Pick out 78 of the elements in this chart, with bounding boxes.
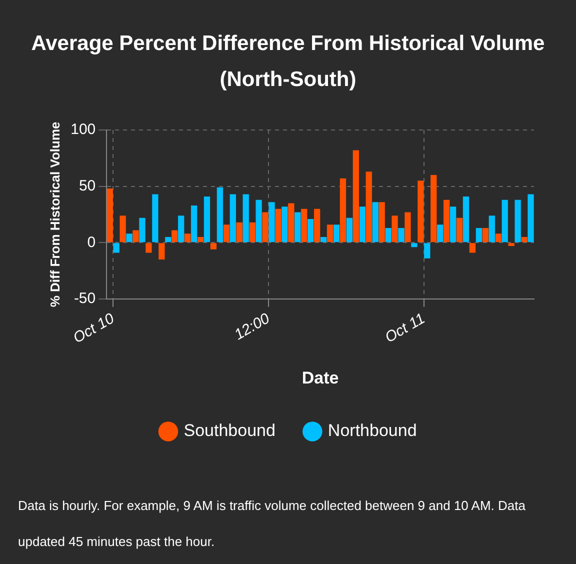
bar [256, 200, 262, 242]
bar [301, 208, 308, 242]
bar [404, 212, 411, 242]
y-axis-title: % Diff From Historical Volume [47, 122, 62, 308]
bar [346, 218, 353, 242]
bar [444, 200, 450, 242]
bar [528, 194, 534, 242]
bar [508, 243, 514, 246]
x-tick-label: Oct 10 [70, 310, 118, 347]
bar [288, 203, 294, 242]
bar [139, 218, 146, 242]
bar [488, 216, 495, 242]
bar [359, 206, 366, 242]
bar [352, 150, 360, 242]
text: Data is hourly. For example, 9 AM is traffic volume collected between 9 and 10 AM. Data updated 45 minutes past the hour. [18, 498, 526, 549]
bar [308, 218, 314, 242]
bar [120, 216, 126, 242]
chart-title: Average Percent Difference From Historical Volume (North-South) [30, 31, 546, 93]
bar [113, 243, 120, 253]
bar [521, 236, 528, 242]
bar [223, 224, 230, 242]
legend-label: Southbound [184, 421, 276, 440]
bar [236, 222, 242, 242]
bar [294, 212, 301, 242]
y-tick-label: 100 [70, 121, 96, 138]
bar [242, 194, 249, 242]
y-tick-label: -50 [74, 290, 96, 308]
bar [106, 188, 113, 242]
bar [385, 228, 392, 242]
bar [282, 206, 288, 242]
bar [411, 243, 418, 248]
bar [469, 243, 476, 253]
x-tick-label: Oct 11 [382, 310, 428, 346]
bar [320, 236, 327, 242]
bar [502, 200, 508, 242]
bar [378, 202, 385, 242]
bar [450, 206, 456, 242]
bar [495, 234, 502, 242]
bar [424, 243, 430, 258]
bar [462, 196, 470, 242]
bar [398, 228, 404, 242]
bar [184, 234, 191, 242]
bar [366, 172, 372, 242]
bar [326, 224, 334, 242]
bar [418, 180, 424, 242]
bar [178, 216, 184, 242]
bar [249, 222, 256, 242]
bar [437, 224, 444, 242]
y-tick-label: 0 [87, 234, 96, 251]
bar [230, 194, 236, 242]
bar [340, 178, 346, 242]
bar [210, 243, 217, 250]
bar [430, 175, 437, 242]
bar [514, 200, 521, 242]
legend-label: Northbound [328, 421, 417, 440]
bar [126, 234, 132, 242]
bar [275, 208, 282, 242]
x-axis-title: Date [302, 368, 339, 388]
bar [165, 236, 172, 242]
bar [152, 194, 158, 242]
bar [190, 205, 198, 242]
bar [476, 228, 482, 242]
bar [204, 196, 210, 242]
bar [372, 202, 378, 242]
bar [146, 243, 152, 253]
bar [392, 216, 398, 242]
y-tick-label: 50 [78, 177, 96, 194]
bar [314, 208, 320, 242]
bar [132, 230, 139, 242]
bar [268, 202, 275, 242]
bar [333, 224, 340, 242]
bar [456, 218, 463, 242]
bar [216, 187, 224, 242]
bar [197, 236, 204, 242]
bar [262, 212, 268, 242]
bar [172, 230, 178, 242]
bar [482, 228, 489, 242]
bar [158, 243, 165, 260]
